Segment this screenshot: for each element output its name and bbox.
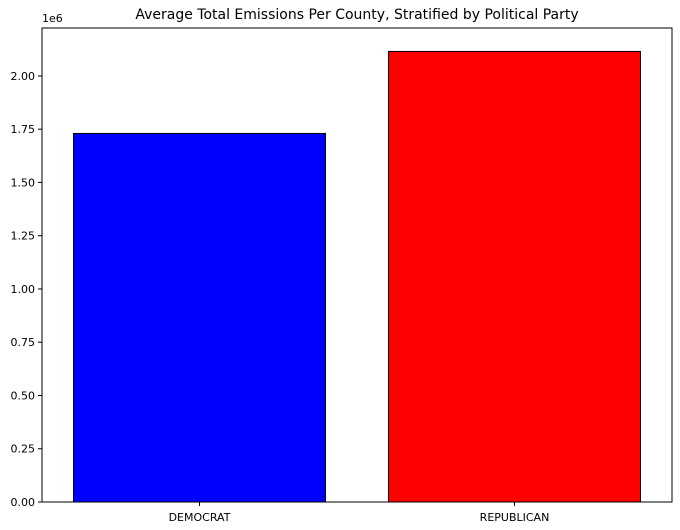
plot-area-frame <box>41 27 673 503</box>
y-axis-ticks: 0.00 0.25 0.50 0.75 1.00 1.25 1.50 1.75 2.00 <box>11 70 42 509</box>
y-tick-label: 1.00 <box>11 283 36 296</box>
y-tick-label: 0.25 <box>11 443 36 456</box>
y-tick-label: 1.75 <box>11 123 36 136</box>
y-tick-label: 1.50 <box>11 176 36 189</box>
x-tick-label: REPUBLICAN <box>480 511 550 524</box>
y-tick-label: 0.00 <box>11 496 36 509</box>
y-tick-label: 2.00 <box>11 70 36 83</box>
x-tick-label: DEMOCRAT <box>169 511 231 524</box>
chart-title: Average Total Emissions Per County, Stra… <box>135 7 578 23</box>
y-tick-label: 1.25 <box>11 230 36 243</box>
bar-democrat <box>73 132 326 503</box>
bars-group <box>73 50 641 503</box>
bar-republican <box>388 50 641 503</box>
x-axis-ticks: DEMOCRAT REPUBLICAN <box>169 502 550 524</box>
y-tick-label: 0.50 <box>11 389 36 402</box>
y-tick-label: 0.75 <box>11 336 36 349</box>
y-axis-offset-label: 1e6 <box>42 12 63 25</box>
